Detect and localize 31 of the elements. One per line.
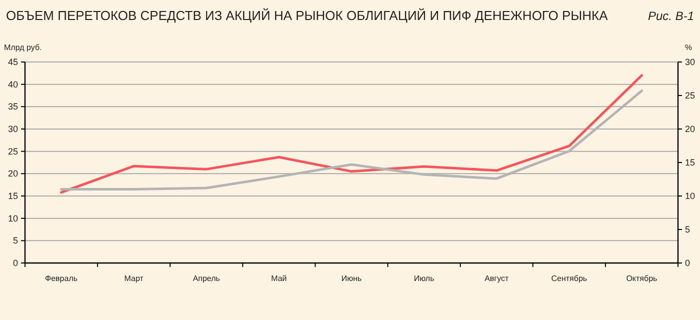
y2-tick-label: 30 [685,57,696,67]
y2-tick-label: 25 [685,90,696,100]
y-tick-label: 15 [8,191,18,201]
chart-title: ОБЪЕМ ПЕРЕТОКОВ СРЕДСТВ ИЗ АКЦИЙ НА РЫНОК ОБЛИГАЦИЙ И ПИФ ДЕНЕЖНОГО РЫНКА [6,8,608,23]
y-tick-label: 35 [8,102,18,112]
y-tick-label: 30 [8,124,18,134]
chart-subtitle: Рис. В-1 [648,9,694,23]
y-tick-label: 45 [8,57,18,67]
y2-tick-label: 5 [685,224,690,234]
x-tick-label: Февраль [45,274,78,283]
y2-tick-label: 15 [685,158,696,168]
y-tick-label: 40 [8,79,18,90]
x-tick-label: Июнь [341,274,362,283]
x-tick-label: Июль [414,274,434,283]
x-tick-label: Март [124,274,144,283]
y2-axis-title: % [684,43,692,52]
x-tick-label: Апрель [192,274,220,283]
y2-tick-label: 10 [685,191,696,201]
y2-tick-label: 20 [685,124,696,134]
y-tick-label: 5 [12,236,18,246]
x-tick-label: Август [484,274,509,283]
y-tick-label: 20 [8,168,18,179]
x-tick-label: Май [271,274,287,283]
y2-tick-label: 0 [685,258,690,268]
y-tick-label: 25 [8,146,18,156]
x-tick-label: Октябрь [626,274,658,283]
line-series [60,74,643,194]
y-tick-label: 0 [12,258,18,268]
y-axis-title: Млрд руб. [4,43,42,52]
y-tick-label: 10 [8,213,18,224]
x-tick-label: Сентябрь [551,274,588,283]
